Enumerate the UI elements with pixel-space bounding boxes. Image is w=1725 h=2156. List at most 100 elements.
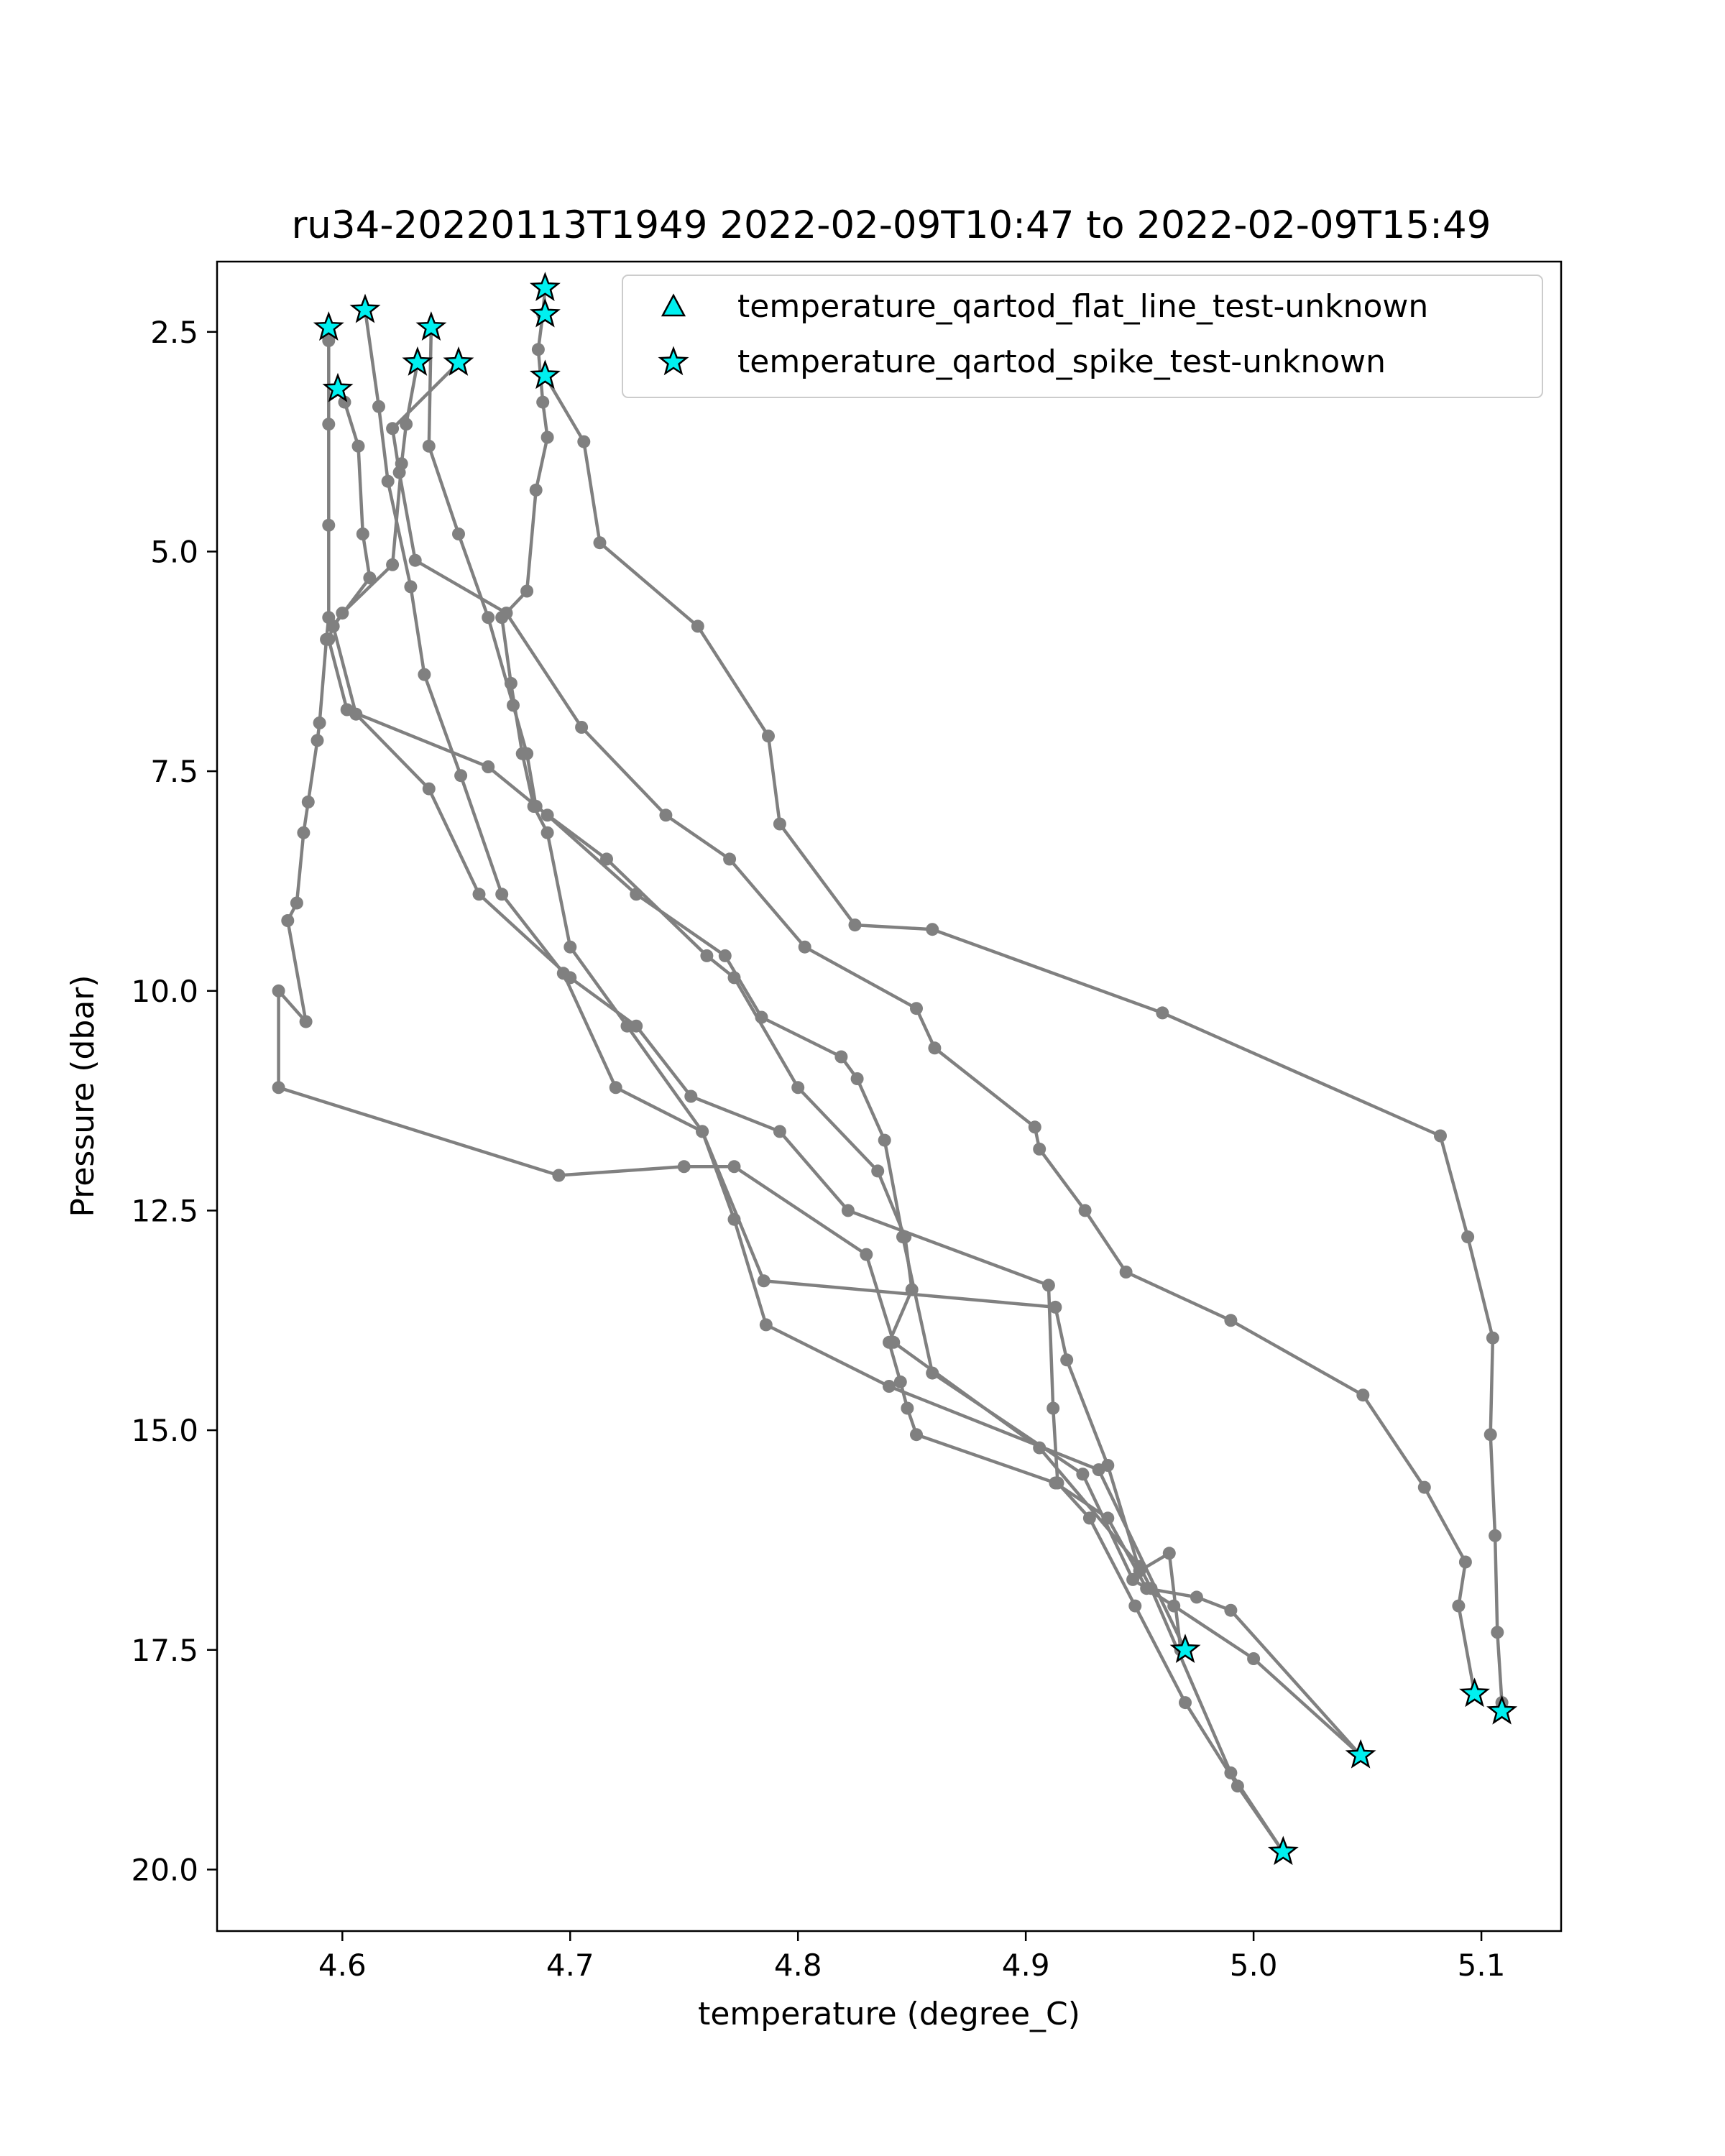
spike-flag-marker — [349, 293, 381, 323]
data-point — [871, 1164, 885, 1178]
y-tick-label: 7.5 — [150, 754, 198, 789]
x-tick-label: 4.9 — [1002, 1948, 1050, 1983]
data-point — [1144, 1582, 1158, 1595]
spike-flag-marker — [402, 346, 433, 376]
data-point — [495, 888, 509, 901]
y-tick-label: 17.5 — [131, 1633, 198, 1668]
profile-line — [427, 327, 1362, 1757]
data-point — [395, 457, 408, 471]
data-point — [326, 619, 340, 633]
data-point — [727, 971, 741, 985]
data-point — [860, 1248, 873, 1261]
data-point — [564, 940, 577, 954]
data-point — [910, 1428, 923, 1442]
data-point — [723, 852, 737, 866]
data-point — [338, 395, 351, 409]
flat-line-marker-icon — [661, 293, 686, 317]
data-point — [507, 699, 520, 712]
data-point — [791, 1081, 805, 1095]
data-point — [910, 1002, 923, 1015]
data-point — [850, 1072, 864, 1085]
data-point — [577, 435, 591, 448]
data-point — [677, 1160, 691, 1174]
data-point — [552, 1169, 566, 1182]
data-point — [887, 1335, 901, 1349]
data-point — [1489, 1529, 1502, 1542]
data-point — [418, 668, 431, 681]
data-point — [529, 483, 543, 497]
data-point — [1041, 1279, 1055, 1292]
data-point — [564, 971, 577, 985]
spike-flag-marker — [313, 311, 344, 341]
data-point — [310, 734, 324, 747]
data-point — [297, 826, 310, 839]
data-point — [281, 914, 295, 927]
y-tick-label: 15.0 — [131, 1413, 198, 1448]
data-point — [1128, 1599, 1142, 1613]
data-point — [322, 418, 336, 431]
x-tick-label: 5.0 — [1230, 1948, 1278, 1983]
spike-flag-marker — [415, 311, 447, 341]
plot-flags — [313, 272, 1518, 1866]
data-point — [540, 826, 554, 839]
data-point — [356, 528, 369, 540]
data-point — [482, 760, 495, 773]
data-point — [1179, 1696, 1192, 1710]
data-point — [696, 1125, 709, 1138]
data-point — [400, 418, 413, 431]
data-point — [272, 984, 285, 998]
y-tick-label: 20.0 — [131, 1852, 198, 1887]
profile-line — [277, 327, 1285, 1853]
data-point — [926, 923, 939, 936]
y-axis: 2.5 5.0 7.5 10.0 12.5 15.0 17.5 20.0 — [131, 315, 217, 1887]
data-point — [1434, 1129, 1447, 1143]
data-point — [1049, 1300, 1062, 1314]
data-point — [878, 1133, 891, 1147]
data-point — [1356, 1388, 1370, 1402]
legend-label-flat-line: temperature_qartod_flat_line_test-unknow… — [737, 288, 1428, 325]
data-point — [1051, 1476, 1064, 1490]
data-point — [684, 1089, 698, 1103]
data-point — [527, 800, 540, 813]
spike-marker-icon — [658, 346, 689, 376]
data-point — [536, 395, 550, 409]
profile-line — [390, 361, 1476, 1695]
data-point — [1461, 1230, 1475, 1244]
data-point — [757, 1274, 770, 1288]
data-point — [540, 808, 554, 822]
data-point — [630, 888, 643, 901]
data-point — [515, 747, 529, 760]
spike-flag-marker — [1169, 1634, 1201, 1663]
profile-line — [363, 309, 1187, 1651]
data-point — [1033, 1441, 1046, 1455]
data-point — [798, 940, 811, 954]
y-tick-label: 12.5 — [131, 1193, 198, 1228]
data-point — [893, 1375, 907, 1388]
data-point — [313, 716, 326, 729]
spike-flag-marker — [529, 298, 561, 328]
data-point — [520, 584, 534, 598]
data-point — [762, 729, 775, 743]
data-point — [834, 1050, 848, 1064]
data-point — [472, 888, 486, 901]
data-point — [1190, 1590, 1203, 1604]
x-tick-label: 5.1 — [1458, 1948, 1506, 1983]
y-tick-label: 2.5 — [150, 315, 198, 350]
data-point — [454, 769, 468, 783]
data-point — [1224, 1603, 1238, 1617]
data-point — [1082, 1511, 1096, 1525]
data-point — [1046, 1401, 1060, 1415]
spike-flag-marker — [1267, 1835, 1299, 1866]
data-point — [718, 949, 732, 962]
y-tick-label: 5.0 — [150, 534, 198, 569]
data-point — [901, 1401, 914, 1415]
data-point — [575, 721, 589, 734]
spike-flag-marker — [529, 272, 561, 301]
plot-lines — [277, 287, 1504, 1853]
data-point — [351, 439, 365, 453]
data-point — [482, 611, 495, 625]
data-point — [422, 782, 436, 796]
data-point — [727, 1160, 741, 1174]
data-point — [848, 918, 862, 932]
data-point — [381, 474, 395, 488]
